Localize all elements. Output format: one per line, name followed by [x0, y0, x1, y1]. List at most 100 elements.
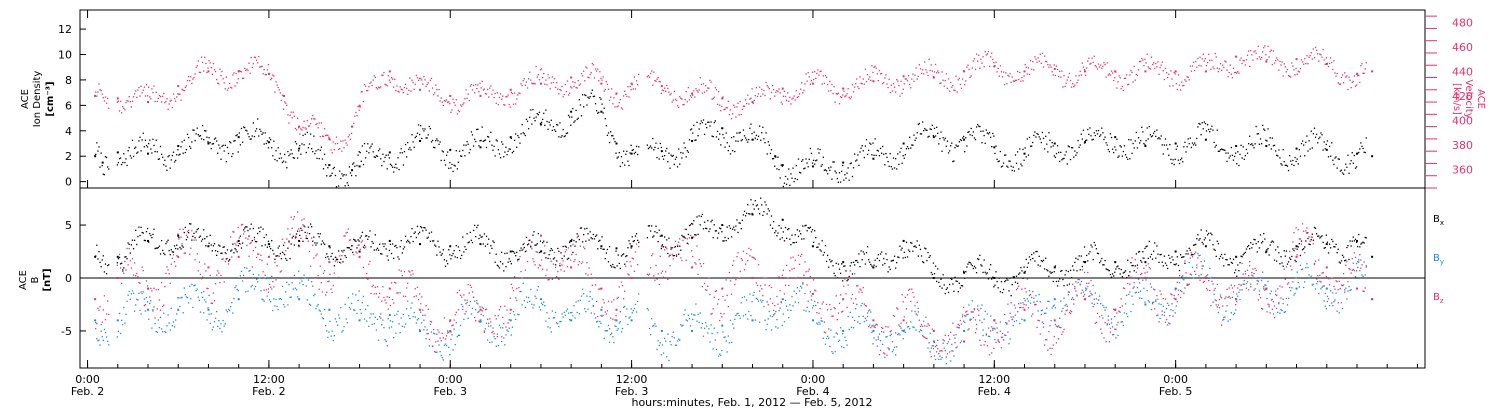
- density-sample-1012: [1203, 121, 1206, 123]
- velocity-sample-680: [844, 95, 846, 98]
- density-sample-1063: [1258, 143, 1261, 145]
- density-sample-450: [589, 95, 591, 98]
- by-sample-458: [597, 320, 599, 323]
- velocity-sample-1147: [1348, 76, 1350, 78]
- bz-sample-1145: [1346, 261, 1348, 263]
- density-sample-552: [707, 121, 709, 123]
- velocity-sample-960: [1146, 53, 1148, 55]
- by-sample-154: [268, 299, 271, 301]
- bz-sample-180: [296, 211, 299, 213]
- density-sample-1045: [1239, 153, 1241, 156]
- density-sample-645: [807, 166, 809, 168]
- bz-sample-243: [364, 246, 367, 248]
- by-sample-322: [450, 338, 452, 341]
- bx-point-37: [1174, 250, 1177, 253]
- by-sample-506: [656, 348, 658, 351]
- velocity-sample-1016: [1206, 61, 1209, 64]
- bz-sample-551: [705, 289, 707, 291]
- by-sample-943: [1128, 293, 1130, 296]
- velocity-sample-736: [904, 78, 907, 80]
- density-point-35: [1023, 152, 1026, 155]
- density-sample-316: [444, 164, 447, 166]
- bz-sample-622: [781, 274, 783, 276]
- bz-sample-271: [395, 282, 397, 284]
- density-sample-650: [812, 159, 815, 162]
- by-sample-18: [122, 323, 124, 326]
- bx-point-41: [1295, 245, 1298, 248]
- bz-sample-852: [1029, 293, 1032, 296]
- by-sample-286: [411, 302, 413, 304]
- velocity-sample-540: [693, 90, 695, 92]
- by-sample-24: [128, 290, 130, 293]
- by-sample-509: [659, 342, 661, 344]
- velocity-sample-894: [1075, 75, 1077, 77]
- by-sample-1098: [1295, 277, 1297, 279]
- by-sample-474: [614, 325, 616, 327]
- by-sample-471: [611, 332, 613, 334]
- velocity-sample-305: [431, 87, 434, 89]
- bz-sample-124: [236, 241, 238, 243]
- by-sample-1057: [1251, 274, 1253, 276]
- by-sample-303: [429, 323, 432, 325]
- by-point-32: [1023, 319, 1026, 322]
- by-sample-29: [133, 310, 136, 312]
- bz-sample-1000: [1189, 273, 1191, 275]
- by-sample-459: [598, 326, 600, 328]
- velocity-sample-764: [934, 63, 937, 66]
- density-sample-739: [909, 136, 911, 138]
- by-sample-428: [564, 314, 566, 316]
- velocity-sample-766: [937, 70, 939, 72]
- by-sample-187: [304, 277, 306, 279]
- by-sample-381: [513, 314, 516, 316]
- velocity-sample-12: [108, 107, 110, 109]
- velocity-sample-990: [1178, 84, 1181, 86]
- bz-sample-359: [490, 325, 492, 327]
- velocity-sample-393: [526, 87, 529, 89]
- velocity-sample-605: [763, 89, 765, 92]
- velocity-sample-573: [728, 113, 731, 116]
- bz-point-35: [1114, 308, 1117, 311]
- density-sample-801: [975, 126, 978, 128]
- velocity-sample-84: [193, 76, 195, 79]
- bx-sample-37: [142, 232, 144, 234]
- velocity-sample-317: [444, 100, 447, 102]
- density-sample-815: [991, 146, 993, 148]
- by-point-20: [660, 329, 663, 332]
- bz-sample-132: [245, 237, 247, 239]
- bz-sample-988: [1176, 281, 1179, 283]
- bx-sample-13: [116, 262, 119, 264]
- bz-point-27: [872, 319, 875, 322]
- density-sample-213: [332, 167, 334, 170]
- bz-sample-1002: [1191, 256, 1194, 258]
- by-sample-351: [481, 306, 483, 308]
- by-sample-229: [349, 308, 352, 310]
- bz-sample-707: [873, 326, 875, 328]
- by-sample-383: [516, 299, 518, 301]
- bz-sample-734: [902, 301, 904, 303]
- bz-sample-154: [268, 283, 271, 286]
- by-point-10: [388, 314, 391, 317]
- velocity-sample-654: [816, 72, 818, 75]
- bz-sample-498: [647, 274, 650, 276]
- bz-sample-694: [859, 288, 861, 290]
- bz-sample-1137: [1337, 302, 1339, 304]
- by-sample-588: [744, 313, 747, 316]
- by-sample-449: [587, 308, 589, 310]
- bz-sample-348: [478, 320, 480, 323]
- density-sample-977: [1165, 144, 1168, 146]
- density-sample-174: [290, 149, 292, 151]
- velocity-sample-443: [580, 73, 583, 75]
- density-point-41: [1204, 138, 1207, 141]
- by-sample-370: [502, 327, 504, 329]
- velocity-sample-620: [779, 92, 781, 94]
- bz-sample-818: [993, 347, 995, 350]
- density-sample-496: [646, 144, 649, 146]
- bz-sample-874: [1053, 335, 1055, 338]
- velocity-sample-1066: [1260, 56, 1263, 59]
- bz-sample-21: [125, 269, 127, 271]
- bz-sample-868: [1047, 349, 1049, 351]
- velocity-sample-956: [1142, 59, 1144, 61]
- density-sample-800: [974, 138, 977, 141]
- velocity-ylabel-1: ACE: [1475, 89, 1486, 109]
- bz-sample-451: [589, 291, 591, 293]
